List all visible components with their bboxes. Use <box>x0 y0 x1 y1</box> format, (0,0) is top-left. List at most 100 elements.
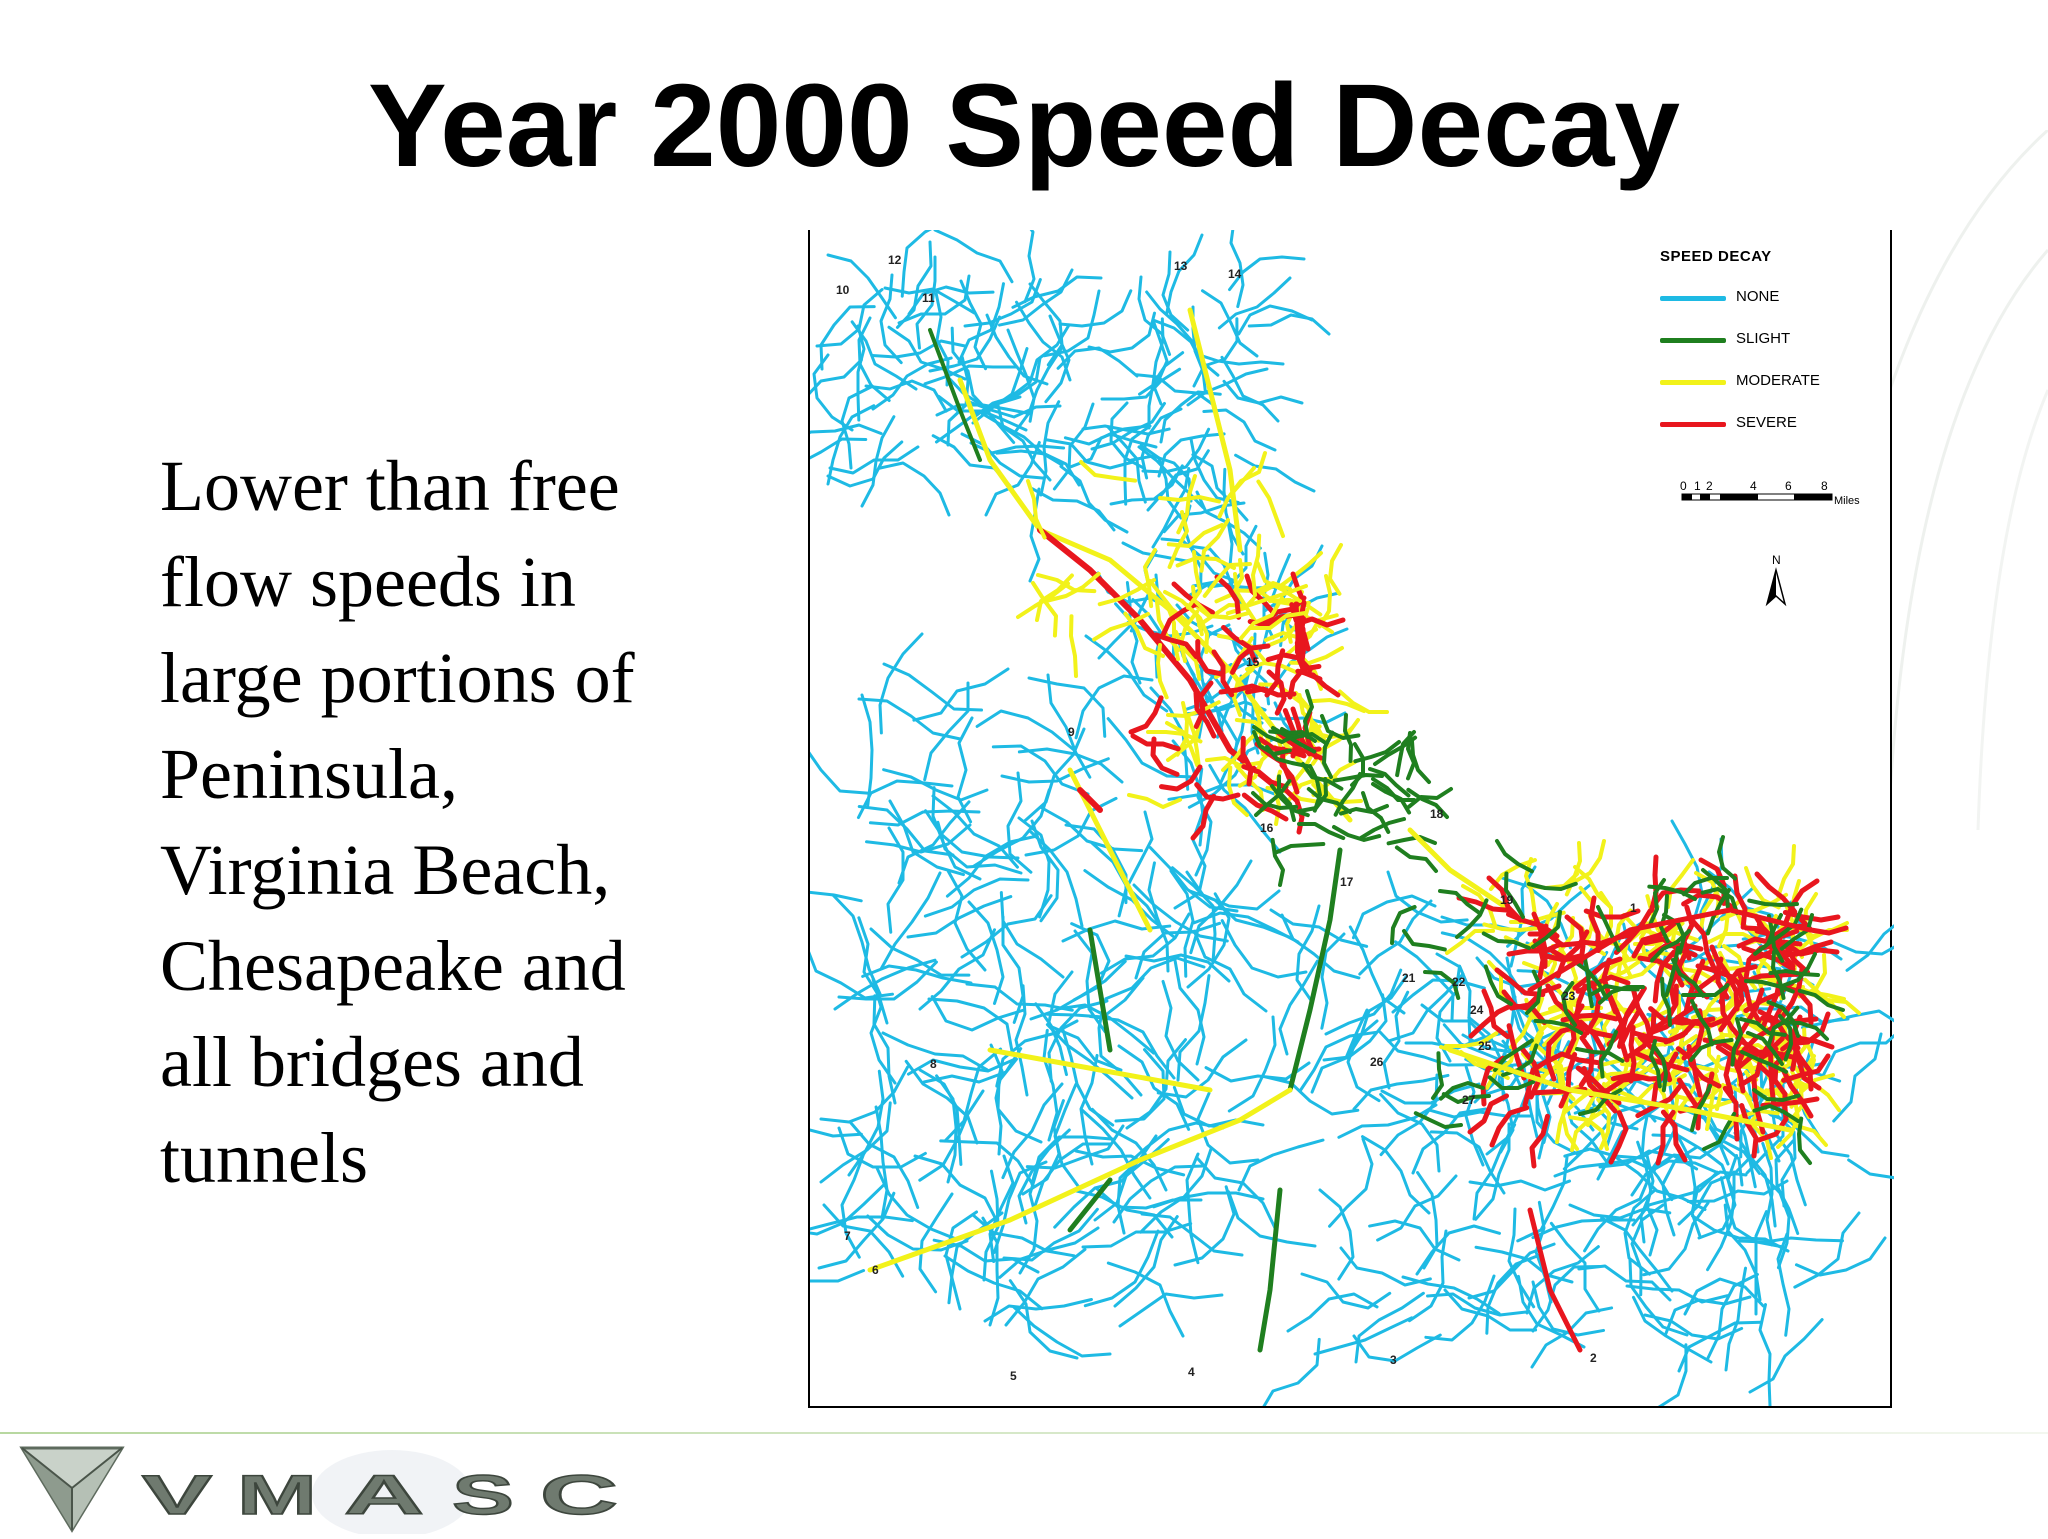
road-segment <box>810 423 883 435</box>
road-segment <box>1796 914 1849 936</box>
road-segment <box>1771 950 1786 1000</box>
road-segment <box>1339 1246 1432 1287</box>
road-segment <box>1527 931 1583 948</box>
road-segment <box>1159 390 1222 444</box>
road-segment <box>1776 1232 1791 1337</box>
road-segment <box>1324 968 1403 1036</box>
road-segment <box>930 995 1026 1032</box>
road-segment <box>1637 955 1685 988</box>
road-segment <box>1295 668 1341 698</box>
road-segment <box>1106 1261 1185 1338</box>
road-segment <box>1244 573 1278 617</box>
road-segment <box>1598 1149 1699 1171</box>
road-segment <box>1794 1236 1887 1277</box>
road-segment <box>1786 1054 1816 1106</box>
road-segment <box>1689 1037 1734 1062</box>
road-segment <box>1504 871 1525 919</box>
north-label: N <box>1772 553 1781 567</box>
road-segment <box>1558 1051 1578 1109</box>
road-segment <box>1652 1044 1668 1093</box>
road-segment <box>1382 990 1410 1090</box>
road-segment <box>984 440 1041 517</box>
road-segment <box>1126 621 1214 638</box>
road-segment <box>1175 701 1189 757</box>
road-segment <box>1660 1109 1688 1163</box>
road-segment <box>1218 683 1271 695</box>
road-segment <box>1706 1272 1759 1360</box>
road-segment <box>1600 1216 1674 1293</box>
road-segment <box>1097 581 1132 660</box>
road-segment <box>1631 1030 1688 1044</box>
road-segment <box>1531 1280 1606 1337</box>
road-segment <box>1468 1179 1572 1192</box>
road-segment <box>1683 1277 1765 1316</box>
road-segment <box>1615 1156 1707 1212</box>
road-segment <box>1309 698 1366 713</box>
road-segment <box>1509 983 1562 1011</box>
road-segment <box>1380 1082 1481 1105</box>
road-segment <box>1345 975 1408 1060</box>
road-segment <box>1352 1333 1442 1363</box>
zone-label: 18 <box>1430 807 1444 821</box>
road-segment <box>1695 963 1748 993</box>
road-segment <box>1495 839 1534 874</box>
road-segment <box>1084 634 1169 713</box>
road-segment <box>1649 1039 1662 1089</box>
road-segment <box>1150 736 1180 777</box>
road-segment <box>864 379 948 413</box>
road-segment <box>1758 1303 1772 1406</box>
road-segment <box>904 1059 979 1145</box>
road-segment <box>1747 898 1799 907</box>
zone-label: 24 <box>1470 1003 1484 1017</box>
road-segment <box>967 900 1005 1005</box>
scale-tick-label: 4 <box>1750 479 1757 493</box>
road-segment <box>1045 1023 1134 1100</box>
road-segment <box>1701 868 1730 909</box>
road-segment <box>1766 1000 1800 1038</box>
road-segment <box>1522 961 1566 999</box>
road-segment <box>1195 352 1285 366</box>
logo-letter: A <box>344 1463 424 1526</box>
road-segment <box>1386 835 1437 846</box>
logo-letter: C <box>540 1463 618 1526</box>
road-segment <box>1649 854 1659 913</box>
road-segment <box>943 1254 1044 1311</box>
road-segment <box>1368 767 1411 798</box>
road-segment <box>1361 1135 1431 1215</box>
road-segment <box>1387 972 1465 1043</box>
zone-label: 12 <box>888 253 902 267</box>
zone-label: 7 <box>844 1229 851 1243</box>
road-segment <box>923 364 1019 386</box>
legend-label: SEVERE <box>1736 414 1797 431</box>
road-segment <box>1575 1047 1625 1063</box>
road-segment <box>1146 730 1203 744</box>
road-segment <box>1443 1288 1538 1332</box>
road-segment <box>972 356 1042 419</box>
road-segment <box>1717 835 1738 881</box>
road-segment <box>1167 510 1189 570</box>
legend-swatch-slight <box>1660 338 1726 343</box>
road-segment <box>1416 1171 1439 1270</box>
road-segment <box>1427 1108 1534 1119</box>
road-segment <box>1553 1158 1656 1178</box>
road-segment <box>1328 543 1343 596</box>
zone-label: 9 <box>1068 725 1075 739</box>
road-segment <box>1265 652 1313 673</box>
road-segment <box>1668 950 1689 1006</box>
road-segment <box>1395 730 1416 778</box>
road-segment <box>1277 551 1323 589</box>
road-segment <box>1157 432 1226 478</box>
logo-letter: V <box>142 1463 212 1526</box>
road-segment <box>1074 1149 1186 1177</box>
road-segment <box>1134 921 1222 980</box>
road-segment <box>1413 1111 1463 1129</box>
road-segment <box>975 709 1076 752</box>
road-segment <box>1322 730 1335 779</box>
road-segment <box>840 385 873 470</box>
road-segment <box>857 316 891 402</box>
road-segment <box>1239 596 1284 641</box>
road-segment <box>991 744 1090 796</box>
road-segment <box>1254 778 1292 817</box>
road-segment <box>1348 925 1406 1015</box>
road-segment <box>866 1214 969 1252</box>
